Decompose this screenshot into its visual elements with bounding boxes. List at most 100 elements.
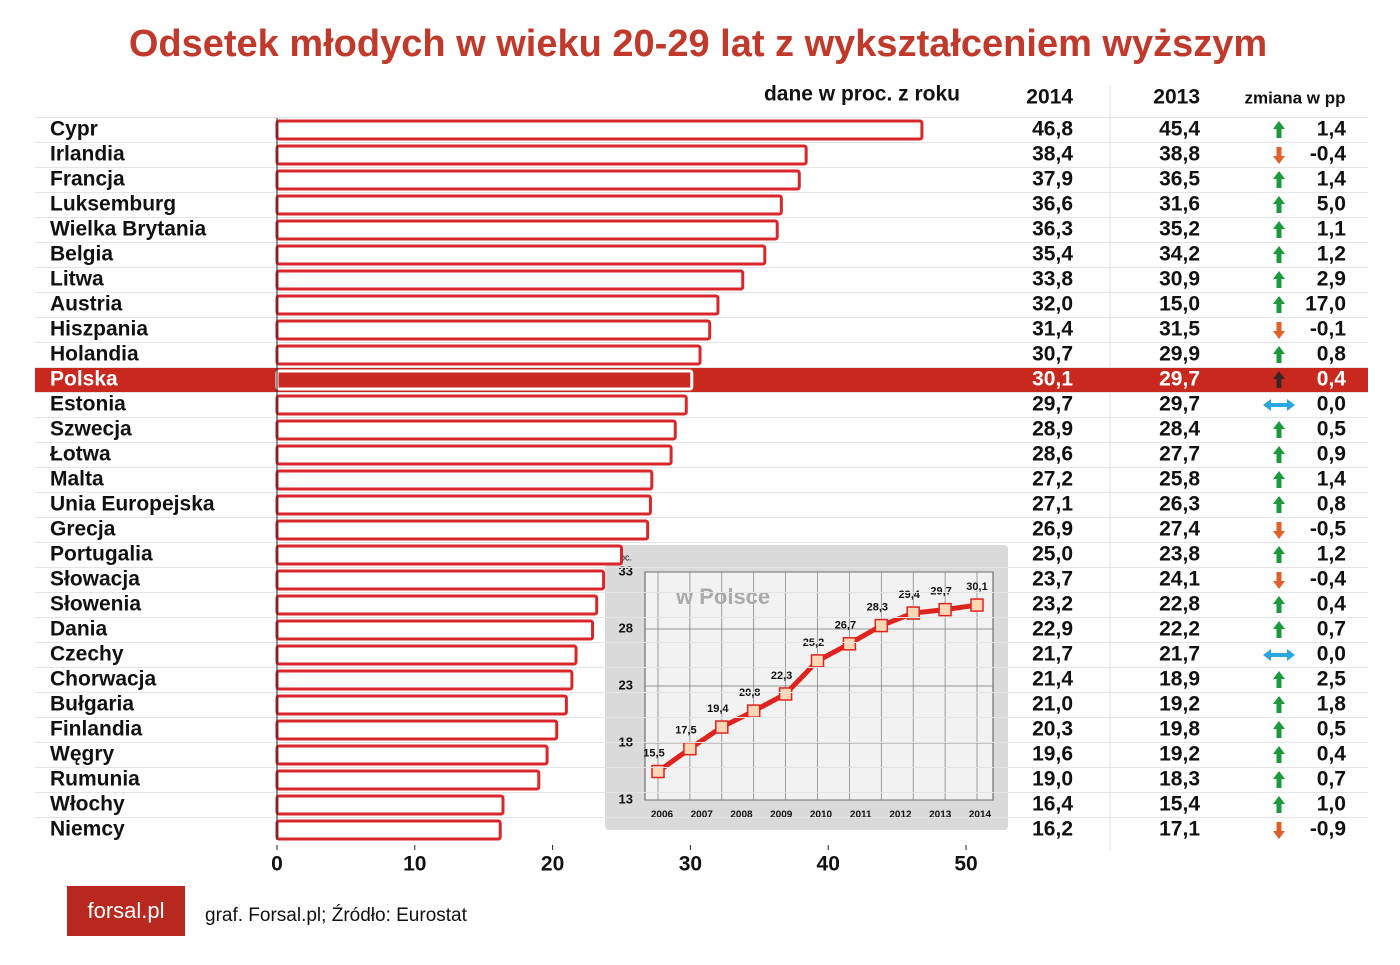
value-label: 35,4 bbox=[1032, 243, 1073, 266]
change-label: 2,9 bbox=[1317, 268, 1346, 291]
inset-chart: 1318232833proc.w Polsce20062007200820092… bbox=[605, 545, 1008, 830]
arrow-up bbox=[1273, 346, 1285, 363]
arrow-up bbox=[1273, 471, 1285, 488]
change-label: -0,4 bbox=[1310, 568, 1347, 591]
marker bbox=[938, 602, 952, 617]
x-tick-label: 20 bbox=[541, 853, 564, 876]
change-label: 0,4 bbox=[1317, 743, 1347, 766]
value-label: 23,8 bbox=[1159, 543, 1200, 566]
category-label: Włochy bbox=[50, 793, 125, 816]
change-label: 1,0 bbox=[1317, 793, 1346, 816]
value-label: 19,2 bbox=[1159, 743, 1200, 766]
change-label: 0,0 bbox=[1317, 393, 1346, 416]
subtitle: dane w proc. z roku bbox=[764, 83, 960, 106]
bar bbox=[275, 694, 568, 716]
arrow-up bbox=[1273, 546, 1285, 563]
arrow-up bbox=[1273, 746, 1285, 763]
value-label: 30,1 bbox=[1032, 368, 1073, 391]
category-label: Polska bbox=[50, 368, 118, 391]
x-tick-label: 2011 bbox=[850, 810, 872, 821]
value-label: 17,1 bbox=[1159, 818, 1200, 841]
bar bbox=[275, 244, 767, 266]
x-tick-label: 30 bbox=[679, 853, 702, 876]
value-label: 31,5 bbox=[1159, 318, 1200, 341]
value-label: 18,3 bbox=[1159, 768, 1200, 791]
data-label: 29,7 bbox=[930, 586, 951, 598]
data-label: 15,5 bbox=[643, 747, 664, 759]
data-label: 26,7 bbox=[835, 620, 856, 632]
value-label: 29,7 bbox=[1159, 393, 1200, 416]
bar bbox=[275, 569, 606, 591]
category-label: Litwa bbox=[50, 268, 104, 291]
arrow-up bbox=[1273, 296, 1285, 313]
change-label: 0,4 bbox=[1317, 593, 1347, 616]
arrow-up bbox=[1273, 721, 1285, 738]
value-label: 36,6 bbox=[1032, 193, 1073, 216]
value-label: 23,2 bbox=[1032, 593, 1073, 616]
data-label: 22,3 bbox=[771, 670, 792, 682]
value-label: 28,4 bbox=[1159, 418, 1200, 441]
arrow-up bbox=[1273, 771, 1285, 788]
bar bbox=[275, 344, 702, 366]
category-label: Dania bbox=[50, 618, 108, 641]
value-label: 26,9 bbox=[1032, 518, 1073, 541]
bar bbox=[275, 419, 677, 441]
arrow-down bbox=[1273, 322, 1285, 339]
change-label: 17,0 bbox=[1305, 293, 1346, 316]
category-label: Czechy bbox=[50, 643, 124, 666]
marker bbox=[715, 720, 729, 734]
category-label: Irlandia bbox=[50, 143, 125, 166]
marker bbox=[778, 687, 793, 701]
arrow-up bbox=[1273, 596, 1285, 613]
arrow-up bbox=[1273, 696, 1285, 713]
inset-title: w Polsce bbox=[675, 584, 770, 609]
category-label: Unia Europejska bbox=[50, 493, 215, 516]
category-label: Malta bbox=[50, 468, 104, 491]
value-label: 29,9 bbox=[1159, 343, 1200, 366]
bar bbox=[275, 269, 745, 291]
data-label: 30,1 bbox=[966, 581, 987, 593]
category-label: Estonia bbox=[50, 393, 126, 416]
x-tick-label: 0 bbox=[271, 853, 283, 876]
arrow-up bbox=[1273, 796, 1285, 813]
change-label: 1,4 bbox=[1317, 168, 1347, 191]
arrow-up bbox=[1273, 221, 1285, 238]
column-header: 2014 bbox=[1026, 86, 1073, 109]
value-label: 27,4 bbox=[1159, 518, 1200, 541]
category-label: Rumunia bbox=[50, 768, 140, 791]
column-header: zmiana w pp bbox=[1244, 88, 1345, 107]
bar bbox=[275, 394, 688, 416]
bar bbox=[275, 619, 595, 641]
arrow-down bbox=[1273, 147, 1285, 164]
category-label: Wielka Brytania bbox=[50, 218, 207, 241]
arrow-up bbox=[1273, 496, 1285, 513]
x-tick-label: 50 bbox=[954, 853, 977, 876]
x-tick-label: 2013 bbox=[929, 810, 952, 821]
category-label: Hiszpania bbox=[50, 318, 148, 341]
arrow-up bbox=[1273, 171, 1285, 188]
value-label: 28,6 bbox=[1032, 443, 1073, 466]
value-label: 46,8 bbox=[1032, 118, 1073, 141]
marker bbox=[810, 654, 825, 668]
arrow-down bbox=[1273, 822, 1285, 839]
value-label: 31,4 bbox=[1032, 318, 1073, 341]
category-label: Finlandia bbox=[50, 718, 142, 741]
value-label: 21,4 bbox=[1032, 668, 1073, 691]
change-label: -0,4 bbox=[1310, 143, 1347, 166]
change-label: 0,5 bbox=[1317, 418, 1347, 441]
change-label: -0,1 bbox=[1310, 318, 1347, 341]
bar bbox=[275, 194, 783, 216]
arrow-up bbox=[1273, 671, 1285, 688]
category-label: Francja bbox=[50, 168, 125, 191]
value-label: 22,8 bbox=[1159, 593, 1200, 616]
change-label: 0,8 bbox=[1317, 343, 1347, 366]
value-label: 21,0 bbox=[1032, 693, 1073, 716]
value-label: 19,0 bbox=[1032, 768, 1073, 791]
marker bbox=[651, 764, 665, 779]
logo-box bbox=[67, 886, 185, 936]
bar bbox=[275, 519, 650, 541]
x-tick-label: 2006 bbox=[651, 810, 674, 821]
value-label: 25,0 bbox=[1032, 543, 1073, 566]
value-label: 25,8 bbox=[1159, 468, 1200, 491]
